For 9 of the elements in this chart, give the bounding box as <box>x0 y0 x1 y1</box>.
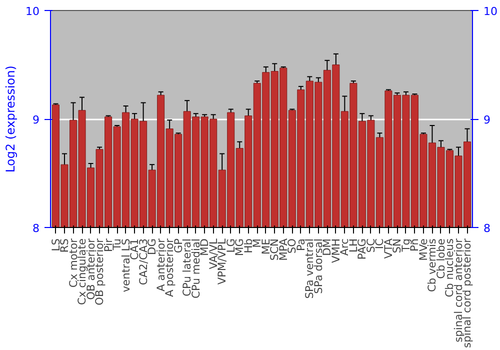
y2-tick-label: 8 <box>484 222 490 235</box>
x-tick-label: A posterior <box>163 238 176 297</box>
x-tick-label: OB posterior <box>93 238 106 306</box>
y-tick-label: 10 <box>26 5 40 18</box>
y-tick-label: 9 <box>32 114 40 126</box>
y-tick-label: 8 <box>32 222 40 235</box>
y-axis-title: Log2 (expression) <box>4 66 18 172</box>
y2-tick-label: 9 <box>484 114 490 126</box>
y2-tick-label: 10 <box>484 5 498 18</box>
